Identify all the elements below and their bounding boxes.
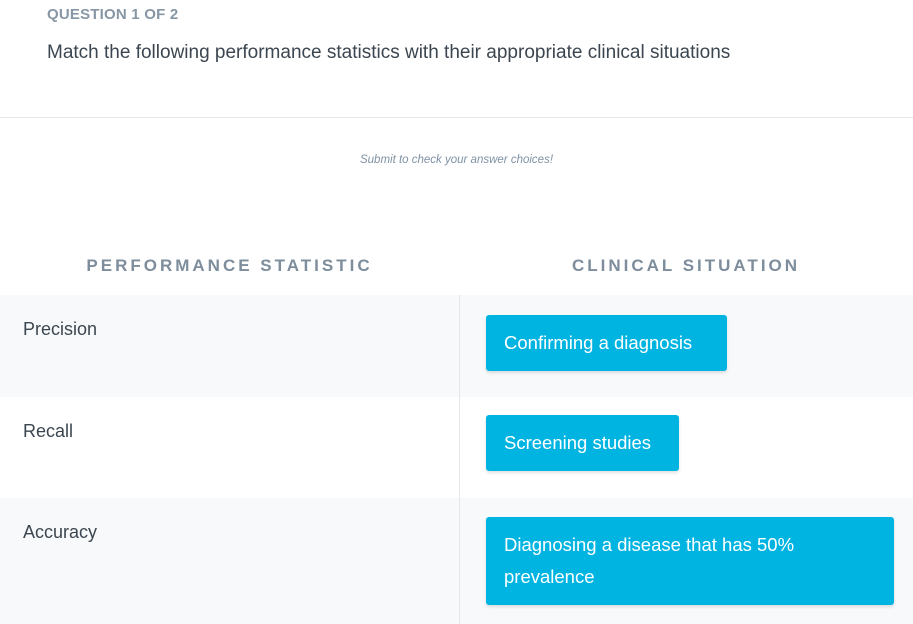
answer-chip-diagnosing-disease[interactable]: Diagnosing a disease that has 50% preval… [486, 517, 894, 605]
column-divider [459, 295, 460, 624]
question-prompt: Match the following performance statisti… [47, 42, 731, 63]
question-header: QUESTION 1 OF 2 Match the following perf… [0, 0, 913, 118]
match-row-precision: Precision [0, 295, 913, 397]
question-counter: QUESTION 1 OF 2 [47, 6, 179, 23]
statistic-label: Accuracy [23, 522, 98, 542]
answer-chip-screening-studies[interactable]: Screening studies [486, 415, 679, 471]
statistic-label: Recall [23, 421, 74, 441]
statistic-label: Precision [23, 319, 98, 339]
column-header-situation: CLINICAL SITUATION [571, 256, 801, 275]
column-header-statistic: PERFORMANCE STATISTIC [86, 256, 373, 275]
match-row-recall: Recall [0, 397, 913, 498]
submit-hint: Submit to check your answer choices! [359, 154, 554, 166]
answer-chip-confirming-diagnosis[interactable]: Confirming a diagnosis [486, 315, 727, 371]
